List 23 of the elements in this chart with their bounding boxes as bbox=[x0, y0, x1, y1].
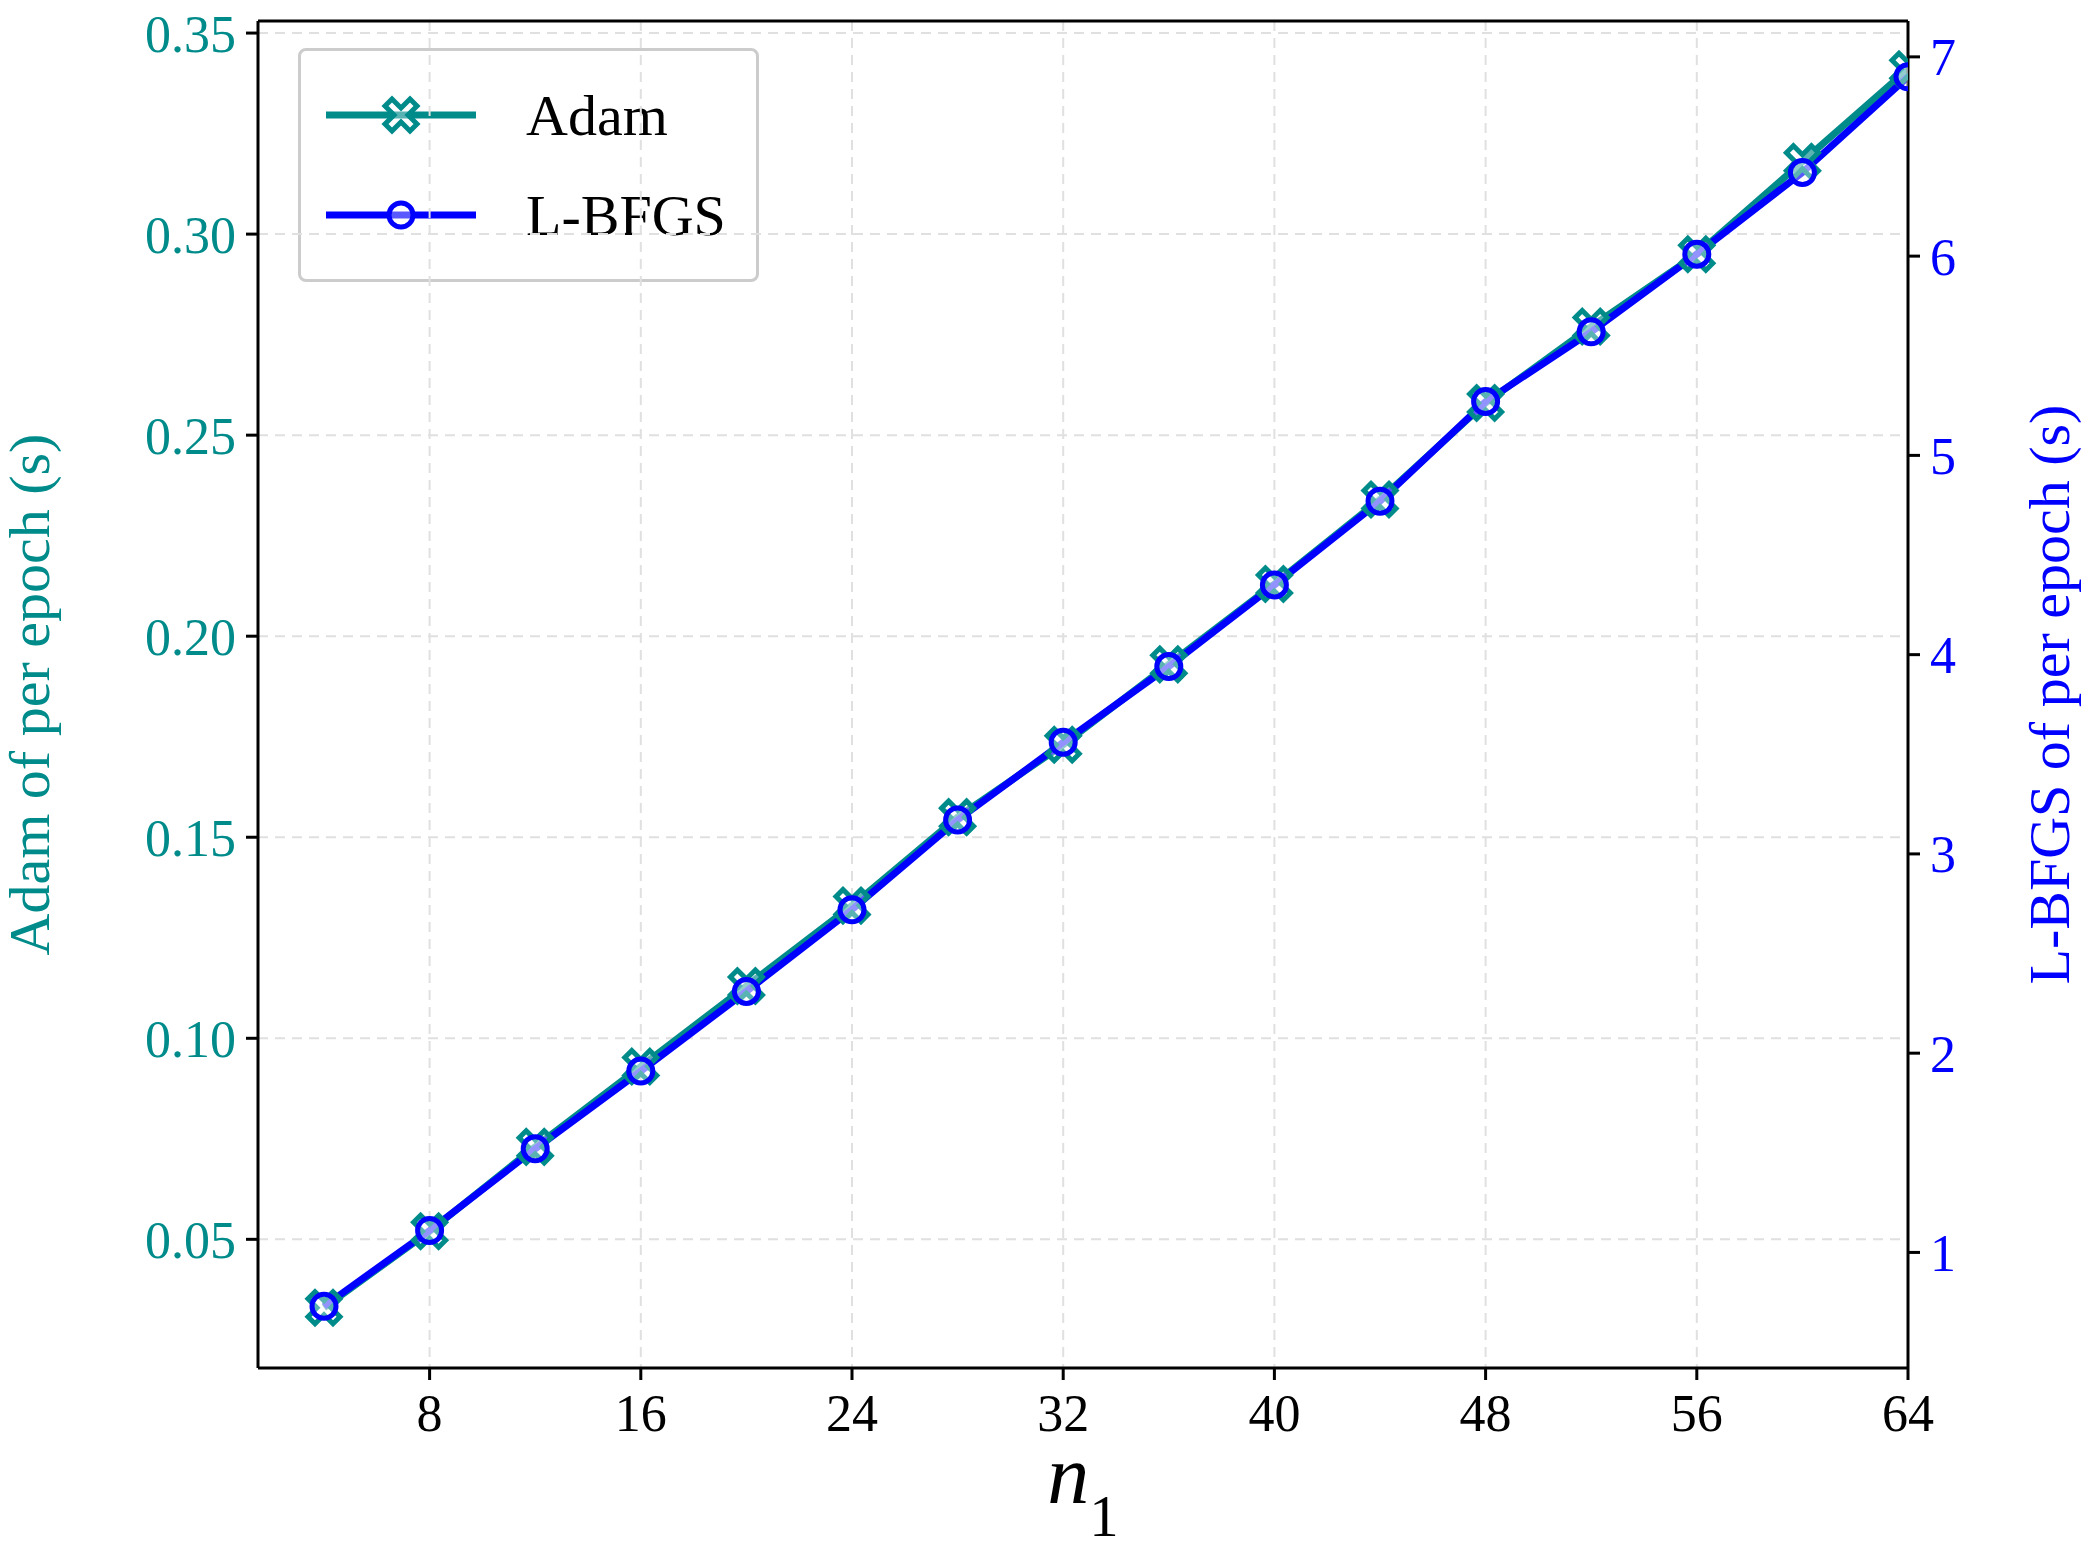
x-tick-label: 40 bbox=[1248, 1384, 1301, 1442]
y-tick-label: 0.30 bbox=[145, 206, 236, 264]
y-tick-label: 0.35 bbox=[145, 5, 236, 63]
y2-tick-label: 7 bbox=[1930, 29, 1956, 87]
x-tick-label: 48 bbox=[1459, 1384, 1512, 1442]
y2-tick-label: 6 bbox=[1930, 228, 1956, 286]
y-tick-label: 0.15 bbox=[145, 809, 236, 867]
y2-tick-label: 2 bbox=[1930, 1025, 1956, 1083]
x-tick-label: 16 bbox=[614, 1384, 667, 1442]
y-tick-label: 0.10 bbox=[145, 1010, 236, 1068]
x-tick-label: 8 bbox=[416, 1384, 443, 1442]
y2-tick-label: 1 bbox=[1930, 1224, 1956, 1282]
x-tick-label: 64 bbox=[1882, 1384, 1934, 1442]
legend-label: Adam bbox=[526, 81, 668, 149]
y2-tick-label: 3 bbox=[1930, 826, 1956, 884]
x-tick-label: 24 bbox=[826, 1384, 878, 1442]
y2-tick-label: 5 bbox=[1930, 427, 1956, 485]
y2-tick-label: 4 bbox=[1930, 627, 1956, 685]
y-tick-label: 0.05 bbox=[145, 1211, 236, 1269]
y2-axis-title: L-BFGS of per epoch (s) bbox=[2016, 404, 2082, 985]
y-tick-label: 0.20 bbox=[145, 608, 236, 666]
x-tick-label: 56 bbox=[1670, 1384, 1723, 1442]
y-tick-label: 0.25 bbox=[145, 407, 236, 465]
